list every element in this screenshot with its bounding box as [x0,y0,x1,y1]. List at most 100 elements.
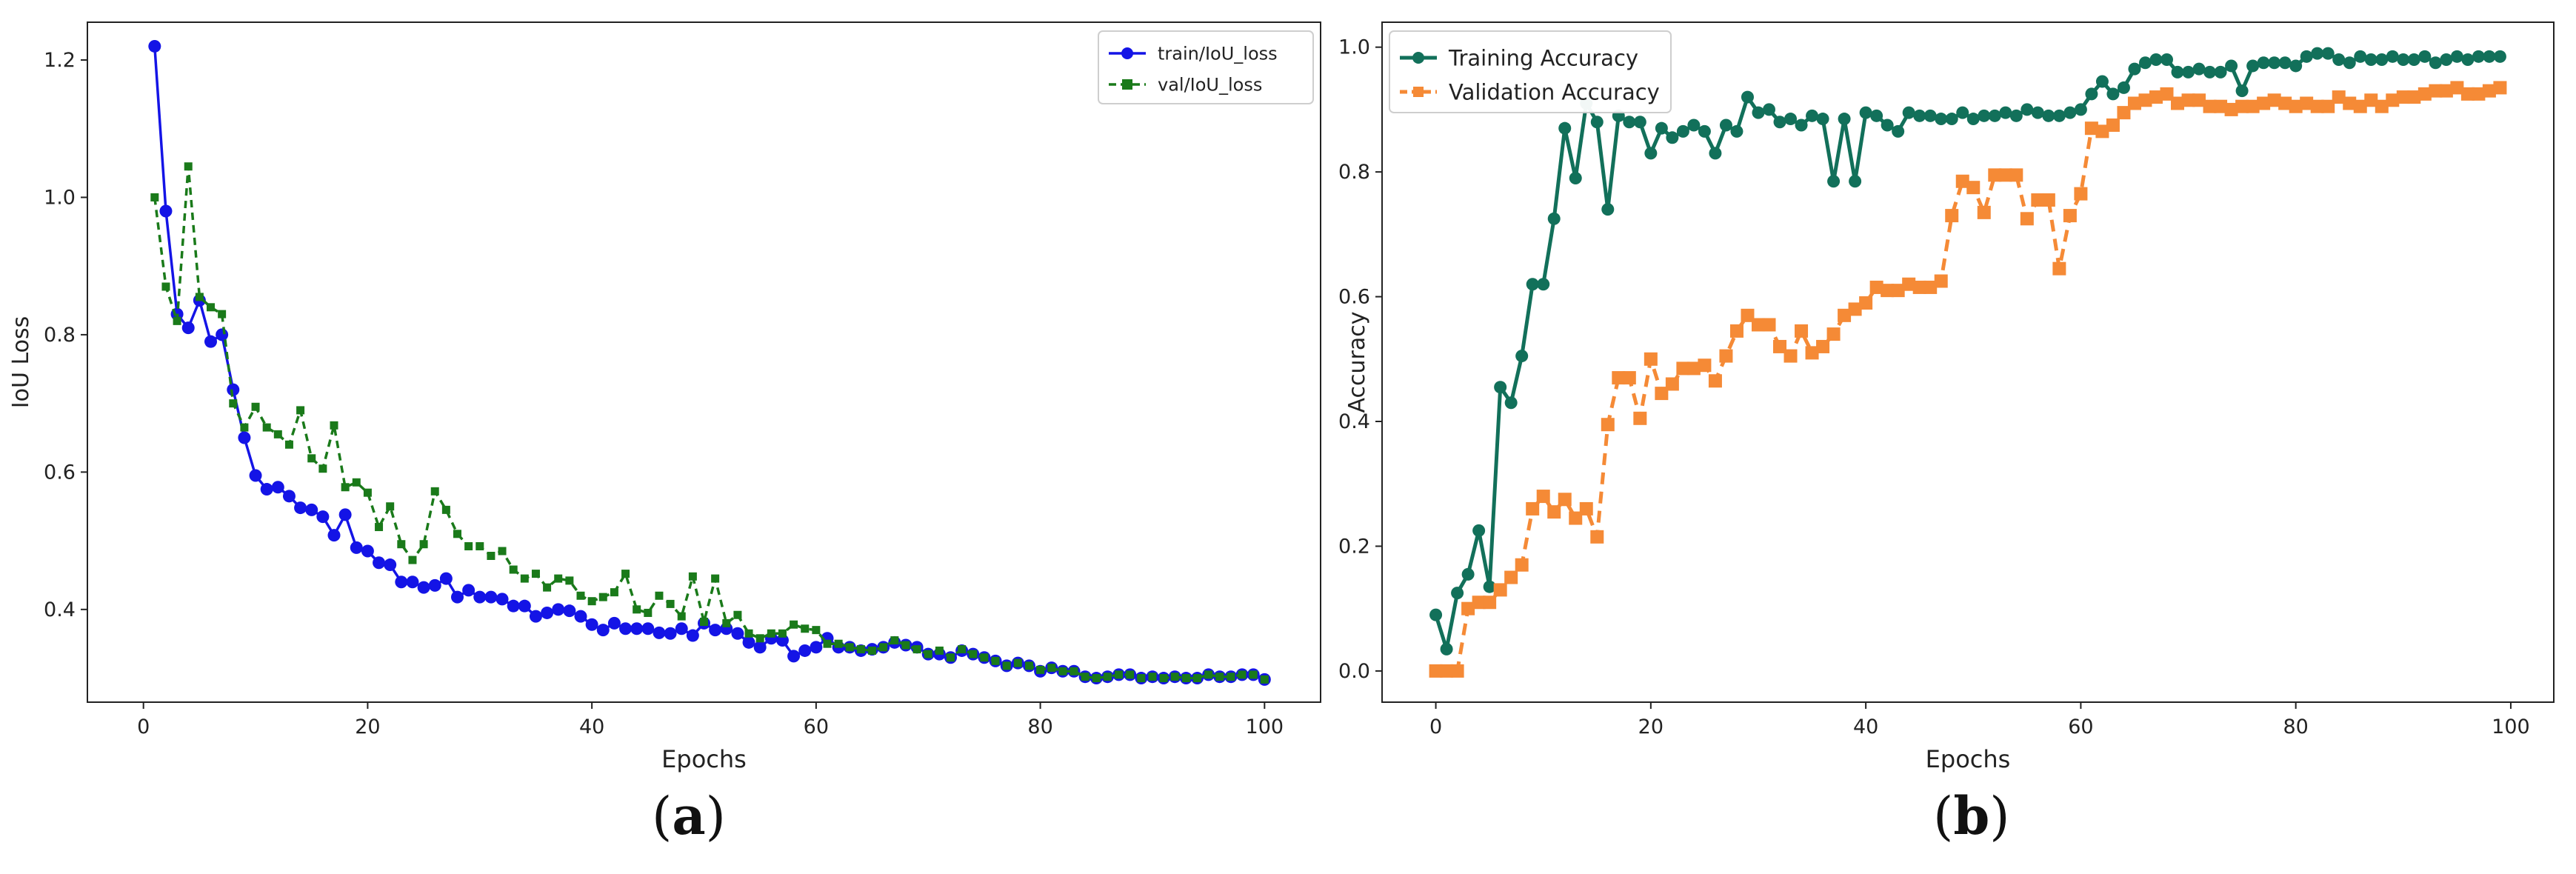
data-point [181,321,195,335]
data-point [1504,570,1518,584]
data-point [2396,90,2410,104]
data-point [2267,93,2281,107]
x-tick-label: 40 [579,715,604,738]
data-point [1204,670,1213,679]
data-point [1047,664,1056,673]
data-point [318,464,327,473]
data-point [273,430,282,438]
data-point [1612,371,1626,385]
data-point [2353,99,2367,113]
data-point [2138,56,2152,70]
data-point [2042,109,2055,122]
data-point [2439,84,2453,98]
data-point [1902,277,1916,291]
data-point [2149,53,2163,67]
data-point [207,303,215,312]
plot-frame [1381,21,2555,703]
data-point [240,423,249,432]
data-point [1923,109,1937,122]
data-point [507,599,520,613]
data-point [1881,119,1894,132]
data-point [868,646,877,655]
x-tick-label: 20 [355,715,380,738]
data-point [1440,664,1454,678]
legend-marker [1122,79,1132,90]
data-point [1988,168,2002,182]
data-point [598,593,607,601]
data-point [1451,587,1464,600]
data-point [755,634,764,643]
data-point [271,481,284,494]
legend: train/IoU_loss val/IoU_loss [1098,30,1314,104]
data-point [1601,203,1615,216]
data-point [856,645,865,654]
data-point [238,431,251,444]
data-point [2235,84,2249,98]
data-point [1260,675,1269,684]
data-point [2203,65,2217,79]
data-point [1115,670,1124,679]
data-point [2375,99,2389,113]
data-point [1977,205,1991,219]
data-point [666,599,675,608]
caption-a-letter: a [672,785,706,847]
data-point [935,646,944,655]
data-point [2407,90,2421,104]
data-point [2063,209,2077,223]
data-point [733,610,742,619]
data-point [1999,106,2012,119]
data-point [1806,109,1819,122]
data-point [2364,53,2378,67]
data-point [731,627,744,640]
data-point [2278,96,2292,110]
data-point [778,629,787,638]
data-point [2160,87,2174,101]
data-point [1762,103,1775,116]
data-point [2031,106,2044,119]
data-point [441,505,450,514]
data-point [2472,87,2486,101]
data-point [980,653,989,662]
data-point [2138,93,2152,107]
data-point [596,624,610,637]
series-line-1 [153,164,1265,681]
data-point [2332,90,2346,104]
data-point [2074,187,2088,201]
data-point [2117,106,2131,120]
data-point [2310,99,2324,113]
data-point [2311,47,2324,60]
data-point [1676,124,1689,138]
x-tick-label: 40 [1853,715,1878,738]
data-point [2257,56,2270,70]
data-point [1935,113,1948,126]
data-point [1698,124,1711,138]
data-point [1826,327,1841,341]
data-point [633,605,641,614]
data-point [218,310,227,318]
data-point [195,293,204,301]
plot-frame [87,21,1321,703]
data-point [675,622,688,636]
data-point [2031,193,2045,207]
x-tick-label: 100 [1246,715,1284,738]
data-point [2343,56,2356,70]
data-point [2160,53,2174,67]
data-point [1859,296,1873,310]
data-point [664,627,677,640]
data-point [901,641,910,650]
legend-marker [1121,47,1133,59]
data-point [476,542,484,551]
data-point [2246,99,2260,113]
data-point [2021,103,2034,116]
y-tick-label: 1.0 [44,186,76,209]
data-point [644,608,653,617]
y-tick-label: 0.8 [44,324,76,347]
legend: Training Accuracy Validation Accuracy [1389,30,1672,113]
data-point [451,590,464,604]
data-point [386,502,395,511]
legend-box [1389,30,1672,113]
x-tick-label: 80 [1027,715,1052,738]
data-point [148,39,161,53]
data-point [260,483,273,496]
data-point [338,508,352,521]
